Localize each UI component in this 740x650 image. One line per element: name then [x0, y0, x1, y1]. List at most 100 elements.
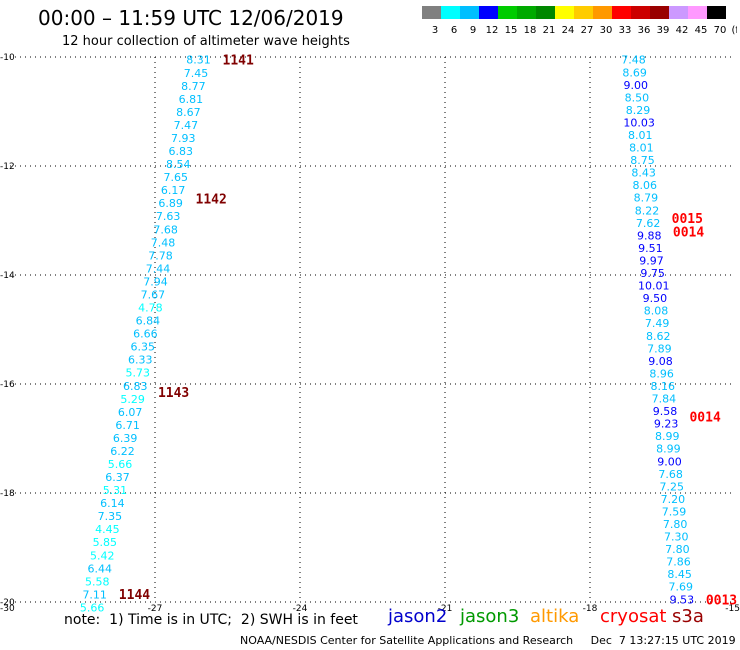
satellite-label-cryosat: cryosat [600, 606, 667, 627]
legend-swatch [498, 6, 517, 19]
wave-height-value: 6.89 [158, 197, 183, 210]
legend-swatch [555, 6, 574, 19]
time-label: 0015 [672, 212, 703, 227]
y-tick-label: -16 [0, 380, 15, 390]
legend-label: 30 [600, 25, 613, 36]
wave-height-value: 6.84 [136, 315, 161, 328]
wave-height-value: 7.44 [146, 262, 171, 275]
wave-height-value: 9.97 [639, 254, 664, 267]
wave-height-value: 9.53 [670, 593, 695, 606]
wave-height-value: 9.88 [637, 229, 662, 242]
wave-height-value: 7.65 [163, 171, 188, 184]
wave-height-value: 8.08 [644, 305, 669, 318]
wave-height-value: 8.99 [656, 443, 681, 456]
legend-label: 24 [562, 25, 575, 36]
wave-height-value: 7.68 [153, 223, 178, 236]
wave-height-value: 6.44 [88, 562, 113, 575]
legend-swatch [479, 6, 498, 19]
wave-height-value: 7.93 [171, 132, 196, 145]
legend-swatch [441, 6, 460, 19]
x-tick-label: -24 [293, 604, 308, 614]
x-tick-label: -18 [583, 604, 598, 614]
wave-height-value: 8.45 [667, 568, 692, 581]
chart-subtitle: 12 hour collection of altimeter wave hei… [62, 34, 350, 49]
wave-height-value: 8.01 [628, 129, 653, 142]
wave-height-value: 8.01 [629, 142, 654, 155]
wave-height-value: 6.71 [115, 419, 140, 432]
legend-label: 9 [470, 25, 476, 36]
legend-label: 70 [714, 25, 727, 36]
legend-label: 36 [638, 25, 651, 36]
time-label: 0014 [689, 411, 720, 426]
legend-label: 21 [543, 25, 556, 36]
y-tick-label: -20 [0, 598, 15, 608]
wave-height-value: 6.39 [113, 432, 138, 445]
wave-height-value: 7.94 [143, 275, 168, 288]
legend-swatch [593, 6, 612, 19]
wave-height-value: 9.00 [657, 455, 682, 468]
wave-height-value: 10.03 [623, 116, 655, 129]
y-tick-label: -10 [0, 53, 15, 63]
wave-height-value: 9.58 [653, 405, 678, 418]
legend-swatch [631, 6, 650, 19]
legend-label: 12 [486, 25, 499, 36]
wave-height-value: 5.42 [90, 549, 115, 562]
wave-height-value: 7.63 [156, 210, 181, 223]
wave-height-value: 9.08 [648, 355, 673, 368]
legend-swatch [422, 6, 441, 19]
wave-height-value: 7.69 [668, 581, 693, 594]
legend-label: (ft) [731, 25, 737, 36]
wave-height-value: 6.07 [118, 406, 143, 419]
wave-height-value: 7.49 [645, 317, 670, 330]
wave-height-value: 7.84 [652, 393, 677, 406]
wave-height-value: 5.85 [93, 536, 118, 549]
wave-height-value: 4.78 [138, 302, 163, 315]
legend-label: 18 [524, 25, 537, 36]
wave-height-value: 8.79 [634, 192, 659, 205]
wave-height-value: 7.47 [174, 119, 199, 132]
legend-label: 6 [451, 25, 457, 36]
legend-swatch [688, 6, 707, 19]
y-tick-label: -18 [0, 489, 15, 499]
wave-height-value: 8.54 [166, 158, 191, 171]
legend-label: 45 [695, 25, 708, 36]
wave-height-value: 8.67 [176, 106, 201, 119]
wave-height-value: 7.67 [141, 288, 166, 301]
legend-label: 42 [676, 25, 689, 36]
wave-height-value: 7.80 [665, 543, 690, 556]
wave-height-value: 7.11 [82, 588, 107, 601]
wave-height-value: 8.75 [630, 154, 655, 167]
time-label: 1143 [158, 386, 189, 401]
legend-swatch [650, 6, 669, 19]
satellite-label-jason3: jason3 [460, 606, 520, 627]
wave-height-value: 8.31 [186, 54, 211, 67]
wave-height-value: 5.66 [80, 601, 105, 614]
wave-height-value: 8.96 [649, 367, 674, 380]
wave-height-value: 9.00 [623, 79, 648, 92]
legend-swatch [460, 6, 479, 19]
wave-height-value: 7.45 [184, 67, 209, 80]
wave-height-value: 7.78 [148, 249, 173, 262]
wave-height-value: 7.20 [661, 493, 686, 506]
legend-label: 39 [657, 25, 670, 36]
wave-height-value: 7.80 [663, 518, 688, 531]
units-note: note: 1) Time is in UTC; 2) SWH is in fe… [64, 612, 358, 628]
wave-height-value: 7.35 [98, 510, 123, 523]
wave-height-value: 7.62 [636, 217, 661, 230]
wave-height-value: 6.83 [169, 145, 194, 158]
wave-height-value: 8.29 [626, 104, 651, 117]
wave-height-value: 7.89 [647, 342, 672, 355]
legend-label: 15 [505, 25, 518, 36]
time-label: 0014 [673, 225, 704, 240]
wave-height-value: 7.48 [151, 236, 176, 249]
wave-height-value: 7.68 [658, 468, 683, 481]
legend-swatch [707, 6, 726, 19]
legend-swatch [536, 6, 555, 19]
time-label: 1142 [196, 193, 227, 208]
wave-height-value: 5.29 [120, 393, 145, 406]
wave-height-value: 5.66 [108, 458, 133, 471]
wave-height-value: 8.77 [181, 80, 206, 93]
wave-height-value: 6.35 [131, 341, 156, 354]
